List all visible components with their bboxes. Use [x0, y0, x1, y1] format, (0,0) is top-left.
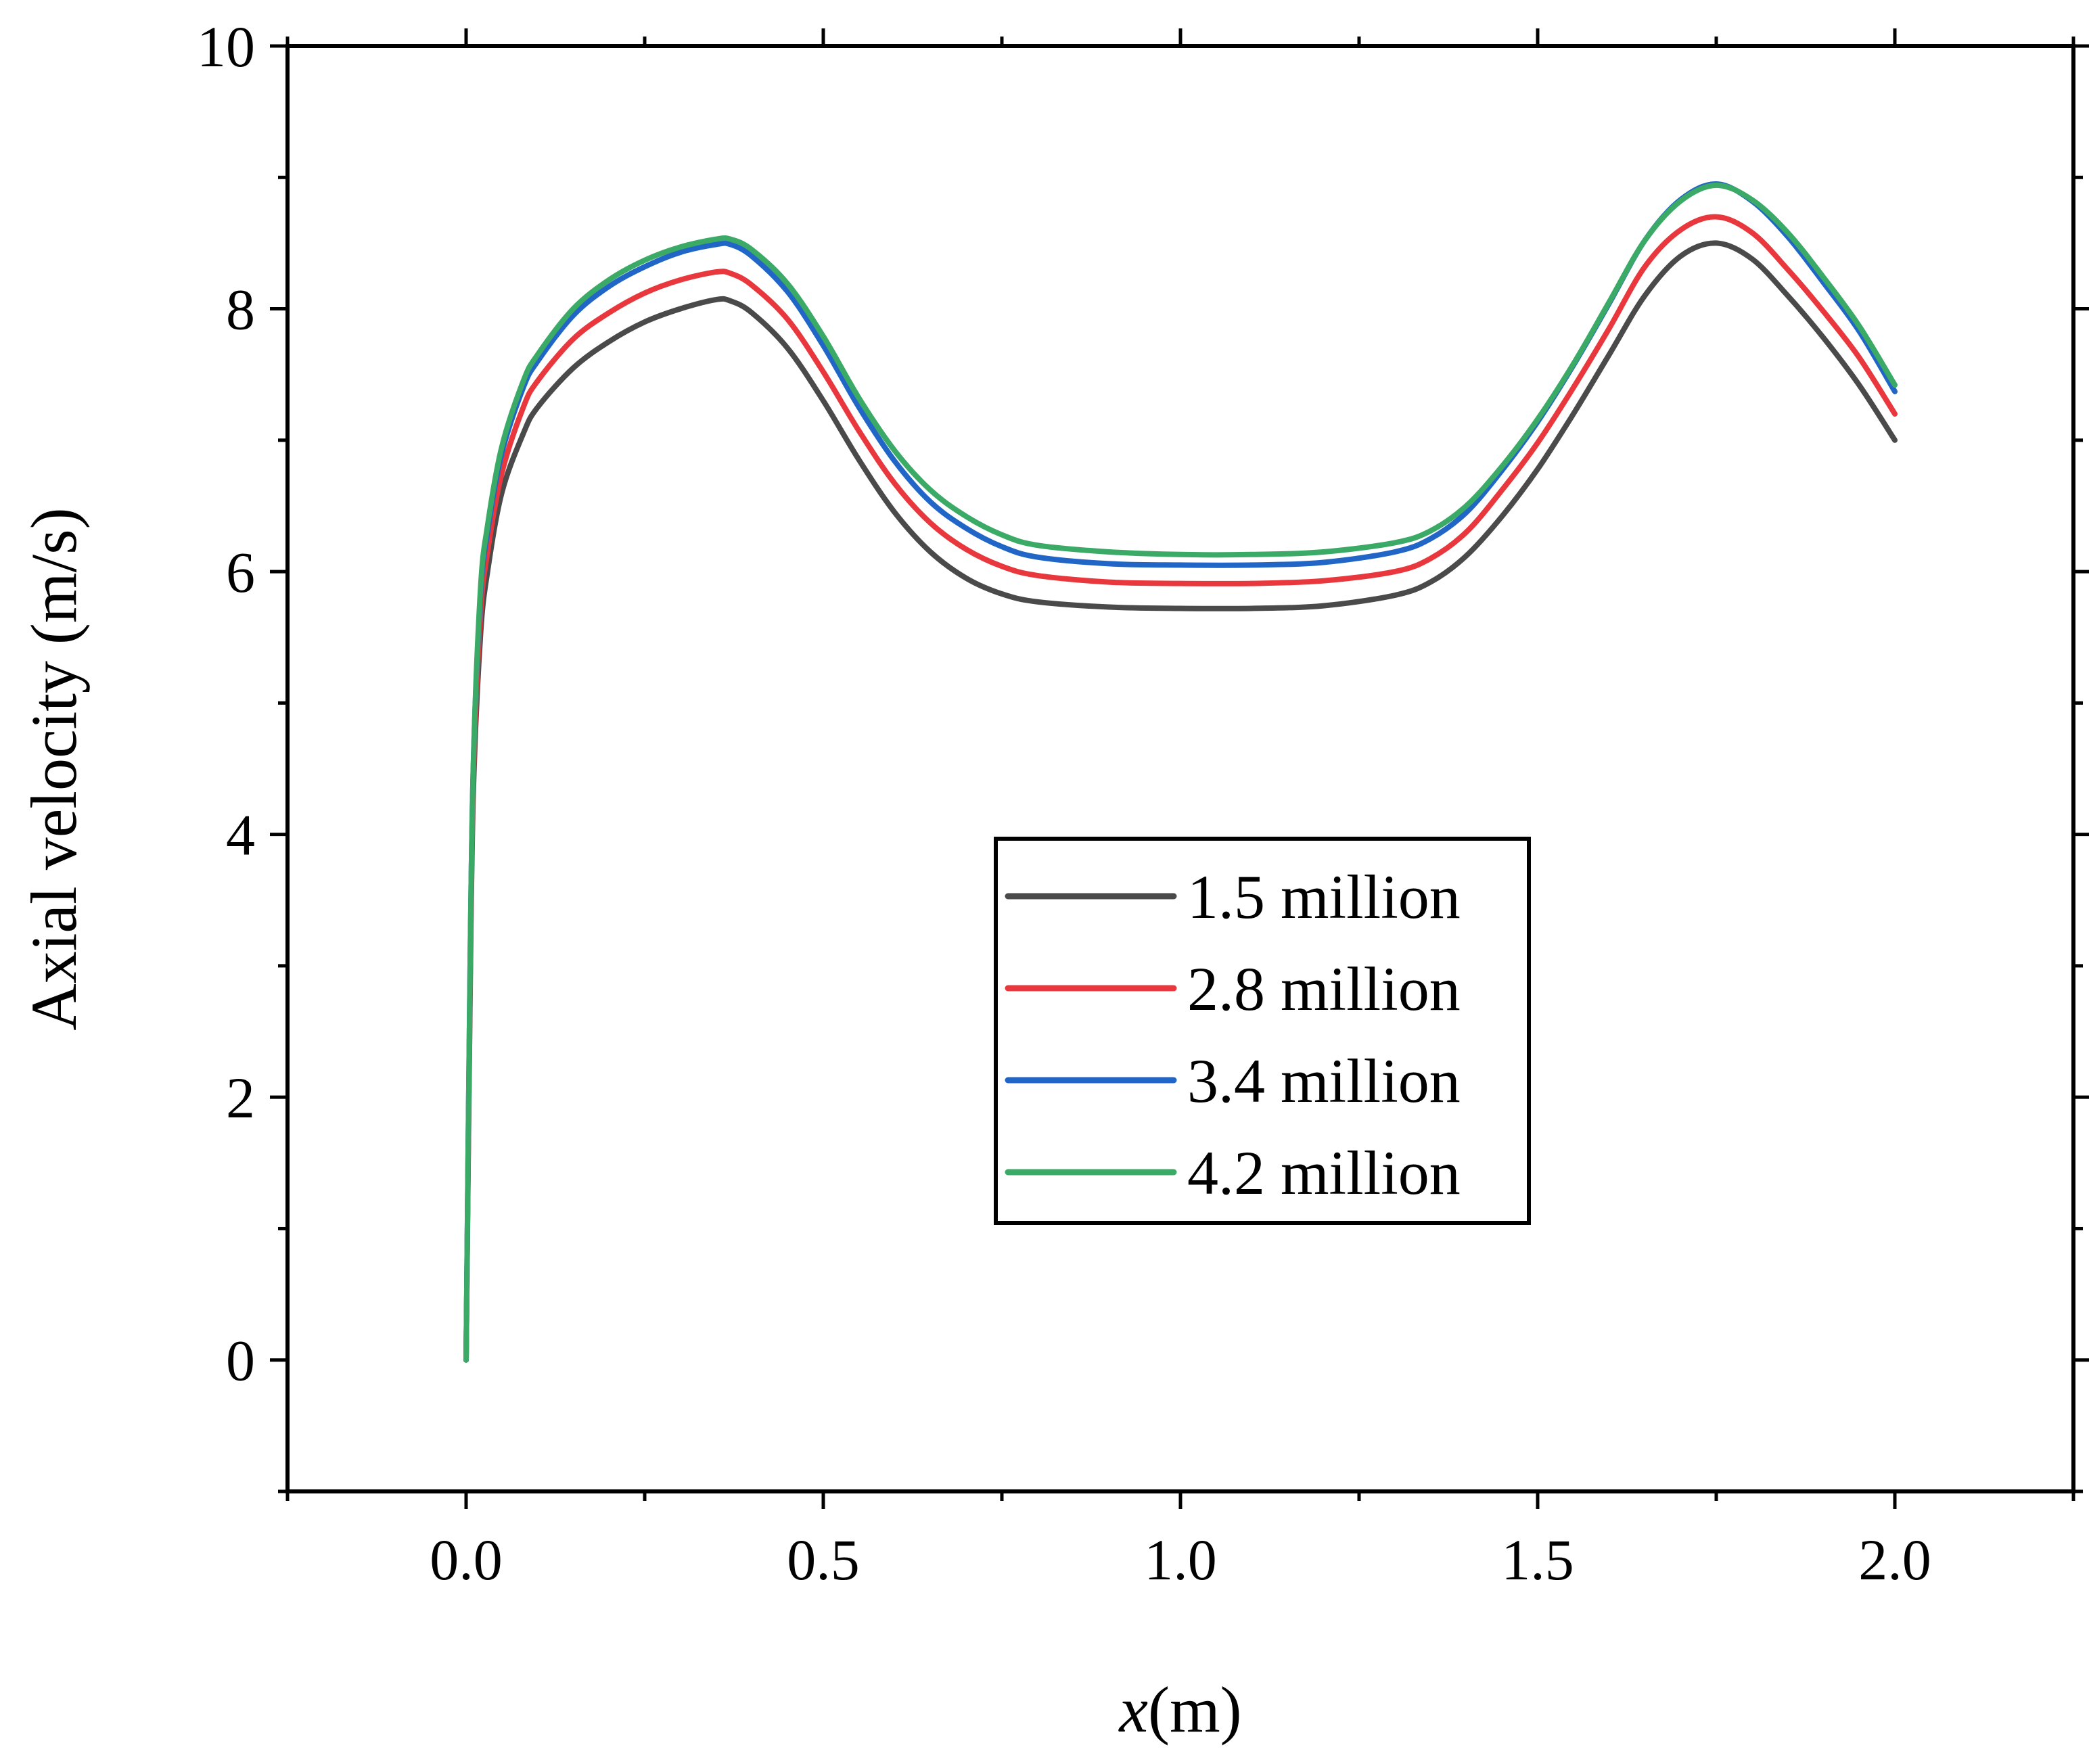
- series-line-2: [463, 214, 1898, 1363]
- y-axis-title: Axial velocity (m/s): [18, 507, 90, 1030]
- y-tick-label: 6: [226, 540, 255, 605]
- x-axis-title-unit: (m): [1148, 1673, 1242, 1746]
- y-tick-label: 8: [226, 277, 255, 342]
- y-tick-label: 10: [197, 14, 255, 79]
- y-tick-label: 4: [226, 803, 255, 868]
- legend-label: 2.8 million: [1187, 954, 1461, 1023]
- series-line-1: [463, 240, 1898, 1363]
- x-tick-label: 0.0: [430, 1527, 503, 1592]
- series-line-4: [463, 182, 1898, 1363]
- legend: 1.5 million 2.8 million 3.4 million 4.2 mil…: [994, 837, 1531, 1225]
- legend-box: [994, 837, 1531, 1225]
- legend-label: 3.4 million: [1187, 1046, 1461, 1115]
- y-tick-label: 2: [226, 1065, 255, 1130]
- legend-items: 1.5 million 2.8 million 3.4 million 4.2 mil…: [1005, 862, 1461, 1207]
- legend-label: 4.2 million: [1187, 1138, 1461, 1207]
- x-tick-label: 1.5: [1501, 1527, 1574, 1592]
- x-tick-label: 2.0: [1858, 1527, 1931, 1592]
- x-axis-title-variable: x: [1118, 1673, 1148, 1746]
- x-axis-title: x(m): [1118, 1673, 1241, 1746]
- series-lines: [463, 181, 1898, 1363]
- x-axis-ticks: 0.0 0.5 1.0 1.5 2.0: [285, 28, 2075, 1592]
- x-tick-label: 0.5: [787, 1527, 860, 1592]
- y-axis-ticks: 0 2 4 6 8 10: [197, 14, 2089, 1493]
- y-tick-label: 0: [226, 1328, 255, 1393]
- legend-label: 1.5 million: [1187, 862, 1461, 931]
- x-tick-label: 1.0: [1144, 1527, 1217, 1592]
